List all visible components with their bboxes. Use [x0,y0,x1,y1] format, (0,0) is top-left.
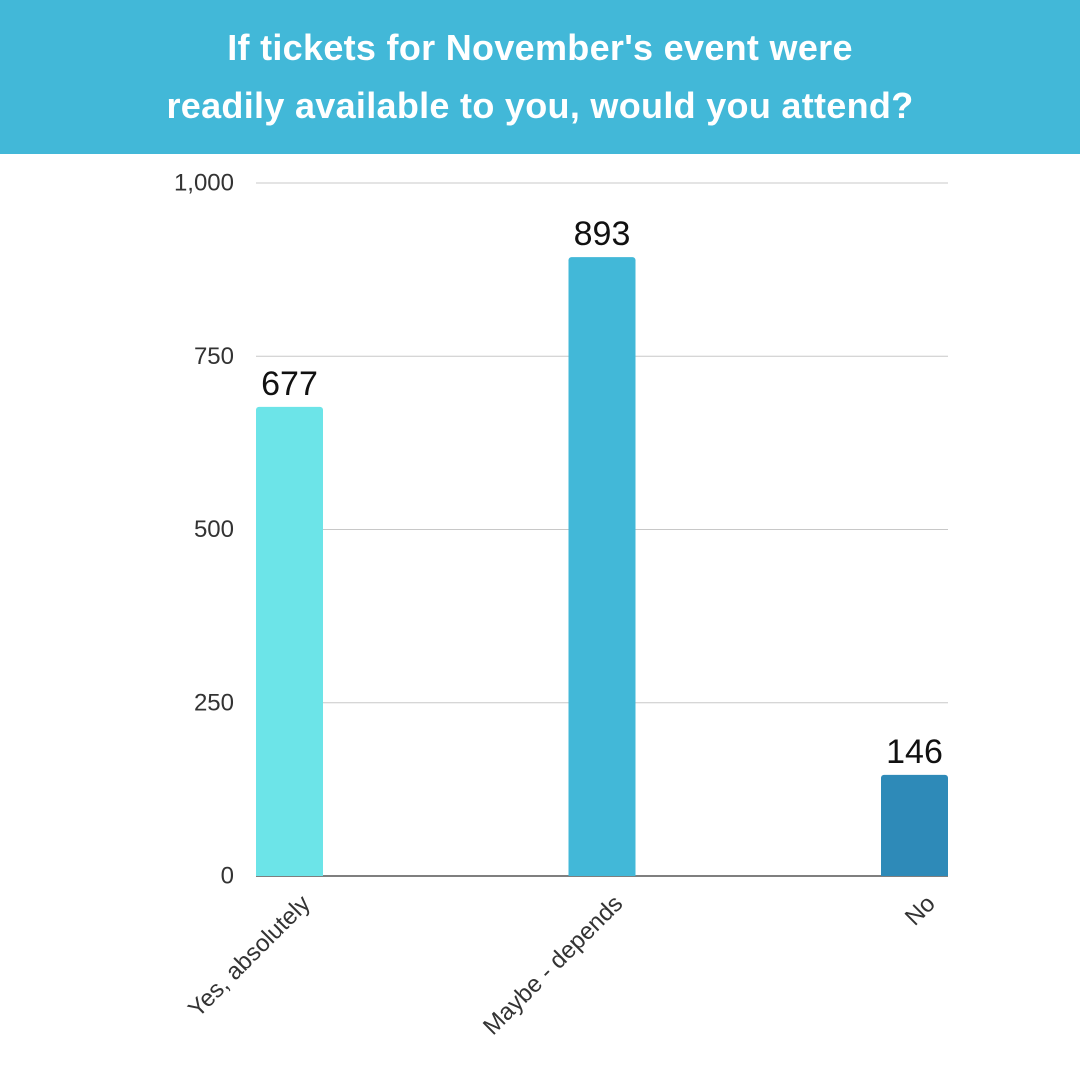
x-category-label: No [900,890,941,931]
bar [256,406,323,876]
title-banner: If tickets for November's event were rea… [0,0,1080,154]
y-tick-label: 0 [221,863,234,890]
bar-base [256,872,323,876]
data-label: 677 [261,365,318,403]
data-label: 146 [886,733,943,771]
bar [568,257,636,876]
y-tick-label: 1,000 [174,170,234,197]
chart-title-line-2: readily available to you, would you atte… [166,85,914,126]
x-category-label: Yes, absolutely [183,890,316,1023]
y-tick-label: 750 [194,343,234,370]
data-label: 893 [574,215,631,253]
y-tick-label: 250 [194,689,234,716]
bar [881,774,948,876]
chart-title-line-1: If tickets for November's event were [227,27,853,68]
y-tick-label: 500 [194,516,234,543]
bar-base [881,872,948,876]
bar-base [568,872,636,876]
x-category-label: Maybe - depends [478,890,628,1040]
